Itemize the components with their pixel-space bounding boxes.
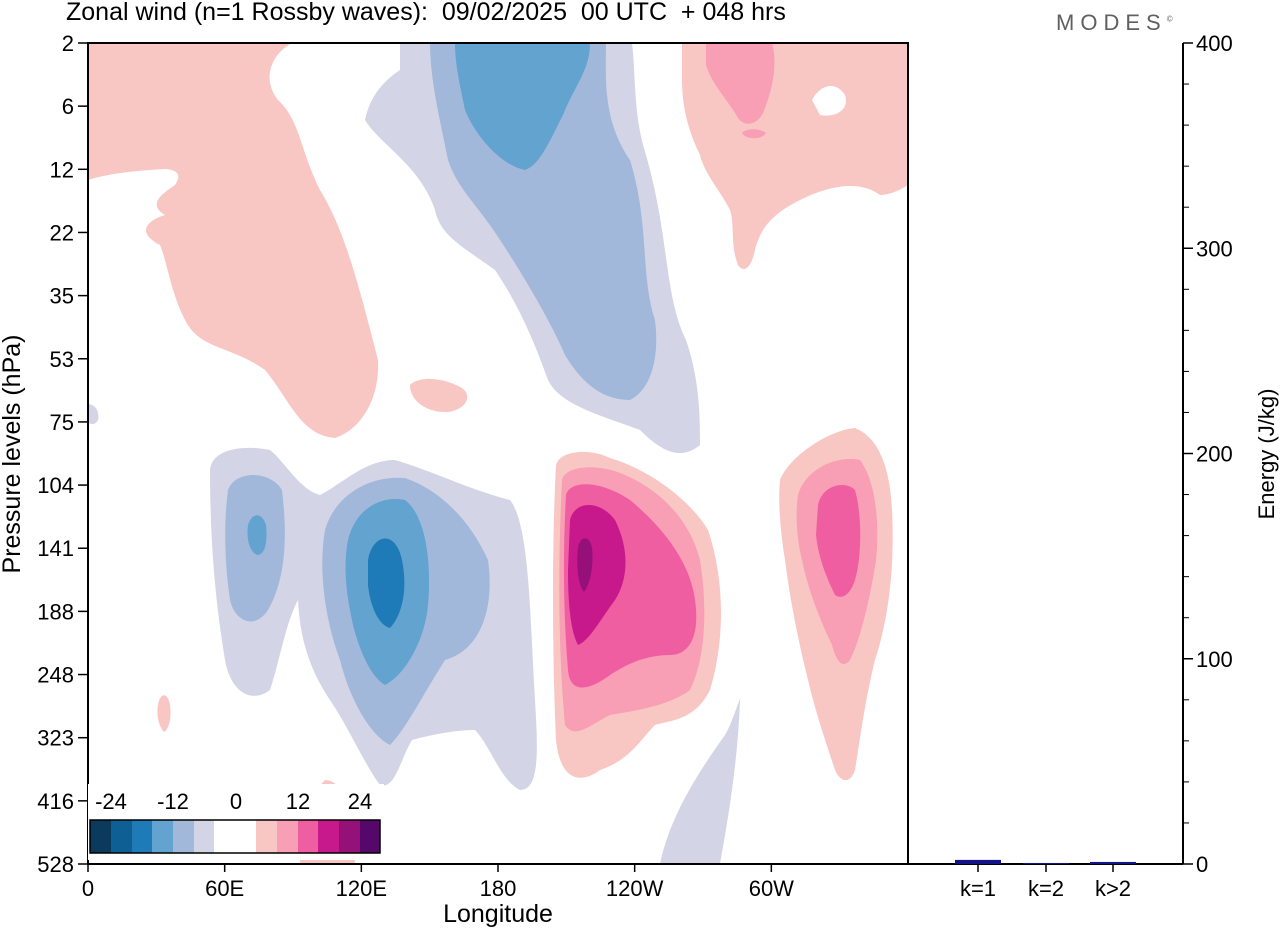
contour-neg-5-bottom — [660, 698, 741, 864]
colorbar-swatch — [111, 820, 132, 853]
y-tick-label: 35 — [50, 284, 74, 309]
colorbar-label: 0 — [230, 789, 242, 814]
energy-bar — [1090, 861, 1136, 864]
energy-axis-label: Energy (J/kg) — [1254, 389, 1279, 520]
y-tick-label: 22 — [50, 220, 74, 245]
x-tick-label: 60W — [749, 876, 794, 901]
y-tick-label: 248 — [37, 663, 74, 688]
energy-y-axis: 0 100 200 300 400 — [1183, 31, 1233, 877]
colorbar-swatch — [318, 820, 339, 853]
x-axis: 0 60E 120E 180 120W 60W — [82, 864, 794, 901]
y-tick-label: 416 — [37, 789, 74, 814]
energy-tick-label: 200 — [1196, 442, 1233, 467]
colorbar-label: 12 — [286, 789, 310, 814]
energy-tick-label: 300 — [1196, 236, 1233, 261]
energy-category-label: k=2 — [1028, 876, 1064, 901]
brand-mark: © — [1166, 14, 1173, 24]
colorbar-swatch — [152, 820, 173, 853]
y-tick-label: 53 — [50, 347, 74, 372]
brand-logo: MODES© — [1056, 10, 1173, 36]
y-tick-label: 12 — [50, 157, 74, 182]
energy-bar — [1023, 862, 1069, 864]
contour-pos-2-upper-dot — [742, 129, 766, 139]
colorbar-swatch — [360, 820, 380, 853]
y-tick-label: 104 — [37, 473, 74, 498]
colorbar-swatch — [339, 820, 360, 853]
colorbar-swatch — [214, 820, 256, 853]
colorbar-swatch — [90, 820, 111, 853]
contour-pos-1-small — [410, 378, 468, 412]
colorbar-swatch — [256, 820, 277, 853]
brand-name: MODES — [1056, 10, 1167, 35]
colorbar-swatch — [298, 820, 318, 853]
energy-tick-label: 100 — [1196, 647, 1233, 672]
energy-category-label: k=1 — [960, 876, 996, 901]
contour-field — [88, 43, 908, 864]
colorbar-swatch — [194, 820, 214, 853]
contour-neg-3-upper — [455, 43, 590, 170]
colorbar-label: 24 — [348, 789, 372, 814]
energy-tick-label: 0 — [1196, 852, 1208, 877]
colorbar-swatch — [277, 820, 298, 853]
colorbar-swatch — [132, 820, 152, 853]
energy-categories: k=1 k=2 k>2 — [960, 864, 1131, 901]
contour-pos-2-upper-right — [706, 43, 775, 124]
energy-category-label: k>2 — [1095, 876, 1131, 901]
y-axis-label: Pressure levels (hPa) — [0, 335, 26, 574]
y-tick-label: 141 — [37, 536, 74, 561]
x-tick-label: 180 — [480, 876, 517, 901]
energy-bars — [955, 859, 1136, 864]
y-tick-label: 2 — [62, 31, 74, 56]
y-tick-label: 188 — [37, 599, 74, 624]
chart-title: Zonal wind (n=1 Rossby waves): 09/02/202… — [66, 0, 786, 26]
energy-tick-label: 400 — [1196, 31, 1233, 56]
y-tick-label: 75 — [50, 410, 74, 435]
colorbar-label: -24 — [95, 789, 127, 814]
y-tick-label: 528 — [37, 852, 74, 877]
x-tick-label: 0 — [82, 876, 94, 901]
x-tick-label: 60E — [205, 876, 244, 901]
colorbar-label: -12 — [157, 789, 189, 814]
colorbar-frame — [89, 819, 381, 854]
contour-neg-2-lower — [368, 538, 405, 628]
contour-pos-1-tiny — [157, 695, 171, 732]
colorbar-swatch — [173, 820, 194, 853]
y-tick-label: 323 — [37, 726, 74, 751]
contour-pos-5-center — [577, 538, 593, 592]
colorbar: -24 -12 0 12 24 — [88, 784, 384, 860]
contour-pos-1-upper-left — [88, 43, 379, 438]
y-tick-label: 6 — [62, 94, 74, 119]
contour-pos-3-right — [816, 485, 861, 597]
x-axis-label: Longitude — [443, 900, 553, 928]
contour-neg-3-lower-a — [247, 515, 267, 555]
x-tick-label: 120E — [336, 876, 387, 901]
y-axis: 2 6 12 22 35 53 75 104 141 188 248 323 416 528 — [37, 31, 88, 877]
contour-zero-notch-right — [812, 85, 846, 116]
x-tick-label: 120W — [606, 876, 664, 901]
energy-bar — [955, 859, 1001, 864]
contour-neg-5-edge — [88, 404, 99, 425]
